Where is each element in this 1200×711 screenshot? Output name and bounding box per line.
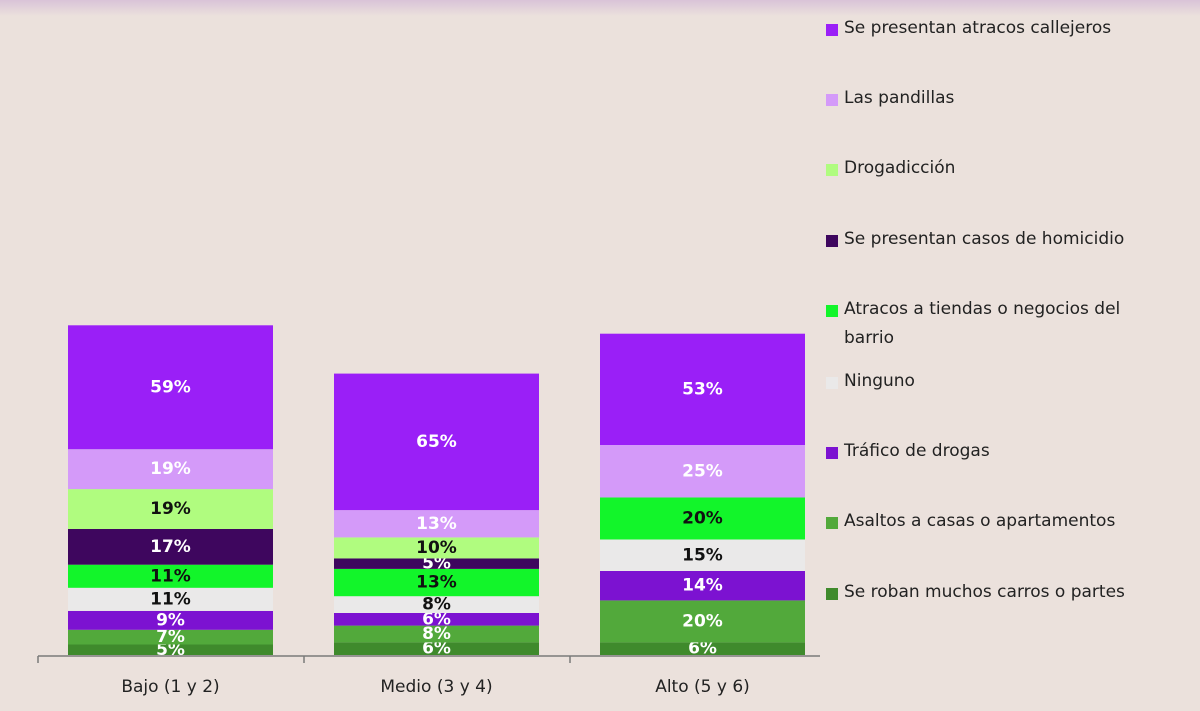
x-tick-label: Bajo (1 y 2) (121, 677, 219, 697)
stacked-bar-chart: 5%7%9%11%11%17%19%19%59%Bajo (1 y 2)6%8%… (37, 325, 820, 697)
legend-label: Las pandillas (844, 88, 955, 108)
bar-segment-se-presentan-casos-de-homicidio (334, 558, 539, 569)
legend-item-se-presentan-atracos-callejeros: Se presentan atracos callejeros (826, 14, 1174, 43)
data-label: 65% (416, 432, 457, 452)
legend-label: Ninguno (844, 371, 915, 391)
bar-segment-las-pandillas (600, 445, 805, 498)
bar-segment-las-pandillas (334, 510, 539, 538)
legend-item-ninguno: Ninguno (826, 367, 1174, 396)
data-label: 25% (682, 461, 723, 481)
data-label: 6% (688, 639, 717, 659)
bar-segment-se-presentan-atracos-callejeros (334, 373, 539, 511)
x-tick-label: Alto (5 y 6) (655, 677, 750, 697)
data-label: 9% (156, 610, 185, 630)
data-label: 8% (422, 595, 451, 615)
legend-item-drogadiccion: Drogadicción (826, 154, 1174, 183)
legend-item-asaltos-a-casas-o-apartamentos: Asaltos a casas o apartamentos (826, 507, 1174, 536)
bar-segment-las-pandillas (68, 449, 273, 490)
data-label: 8% (422, 624, 451, 644)
data-label: 19% (150, 499, 191, 519)
legend-label: Se presentan casos de homicidio (844, 229, 1125, 249)
data-label: 10% (416, 538, 457, 558)
bar-segment-se-presentan-atracos-callejeros (600, 333, 805, 445)
legend-swatch (826, 305, 838, 317)
legend-swatch (826, 94, 838, 106)
legend-item-trafico-de-drogas: Tráfico de drogas (826, 437, 1174, 466)
data-label: 17% (150, 537, 191, 557)
top-gradient-band (0, 0, 1200, 16)
data-label: 20% (682, 611, 723, 631)
data-label: 5% (156, 640, 185, 660)
data-label: 19% (150, 459, 191, 479)
bar-segment-atracos-a-tiendas-o-negocios-del-barrio (600, 497, 805, 540)
legend-swatch (826, 447, 838, 459)
legend-swatch (826, 164, 838, 176)
bar-segment-ninguno (600, 539, 805, 571)
legend-swatch (826, 517, 838, 529)
data-label: 7% (156, 627, 185, 647)
data-label: 11% (150, 589, 191, 609)
x-tick-label: Medio (3 y 4) (380, 677, 492, 697)
bar-segment-se-roban-muchos-carros-o-partes (68, 644, 273, 655)
bar-segment-se-roban-muchos-carros-o-partes (334, 642, 539, 655)
bar-segment-asaltos-a-casas-o-apartamentos (600, 600, 805, 643)
bar-segment-atracos-a-tiendas-o-negocios-del-barrio (334, 568, 539, 597)
legend-label: Drogadicción (844, 158, 956, 178)
legend-swatch (826, 588, 838, 600)
data-label: 6% (422, 609, 451, 629)
bar-segment-se-presentan-casos-de-homicidio (68, 529, 273, 565)
legend-swatch (826, 24, 838, 36)
legend-item-se-roban-muchos-carros-o-partes: Se roban muchos carros o partes (826, 578, 1174, 607)
data-label: 13% (416, 514, 457, 534)
bar-segment-asaltos-a-casas-o-apartamentos (68, 629, 273, 645)
bar-segment-se-presentan-atracos-callejeros (68, 325, 273, 450)
legend-label: Atracos a tiendas o negocios del barrio (844, 299, 1121, 348)
data-label: 5% (422, 554, 451, 574)
legend-item-atracos-a-tiendas-o-negocios-del-barrio: Atracos a tiendas o negocios del barrio (826, 295, 1174, 353)
bar-segment-trafico-de-drogas (600, 571, 805, 601)
data-label: 20% (682, 509, 723, 529)
bar-segment-se-roban-muchos-carros-o-partes (600, 642, 805, 655)
data-label: 59% (150, 377, 191, 397)
bar-segment-trafico-de-drogas (334, 613, 539, 626)
bar-segment-drogadiccion (68, 489, 273, 529)
bar-segment-drogadiccion (334, 537, 539, 559)
bar-segment-ninguno (334, 596, 539, 613)
legend-label: Se roban muchos carros o partes (844, 582, 1125, 602)
legend-item-las-pandillas: Las pandillas (826, 84, 1174, 113)
legend-swatch (826, 235, 838, 247)
bar-segment-atracos-a-tiendas-o-negocios-del-barrio (68, 564, 273, 588)
bar-segment-trafico-de-drogas (68, 610, 273, 630)
data-label: 13% (416, 573, 457, 593)
data-label: 15% (682, 545, 723, 565)
data-label: 53% (682, 379, 723, 399)
legend-label: Asaltos a casas o apartamentos (844, 511, 1116, 531)
legend-item-se-presentan-casos-de-homicidio: Se presentan casos de homicidio (826, 225, 1174, 254)
bar-segment-ninguno (68, 587, 273, 611)
legend-swatch (826, 377, 838, 389)
legend-label: Tráfico de drogas (844, 441, 990, 461)
data-label: 14% (682, 576, 723, 596)
bar-segment-asaltos-a-casas-o-apartamentos (334, 625, 539, 643)
legend-label: Se presentan atracos callejeros (844, 18, 1112, 38)
data-label: 6% (422, 639, 451, 659)
data-label: 11% (150, 566, 191, 586)
